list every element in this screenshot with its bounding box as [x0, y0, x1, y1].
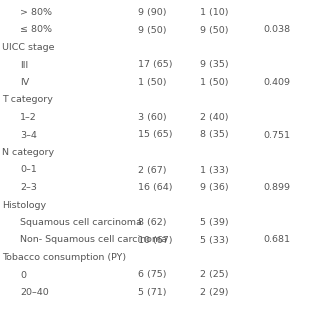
Text: Squamous cell carcinoma: Squamous cell carcinoma [20, 218, 142, 227]
Text: 0.751: 0.751 [263, 131, 290, 140]
Text: IV: IV [20, 78, 29, 87]
Text: Histology: Histology [2, 201, 46, 210]
Text: 9 (50): 9 (50) [200, 26, 228, 35]
Text: 2 (40): 2 (40) [200, 113, 228, 122]
Text: 6 (75): 6 (75) [138, 270, 166, 279]
Text: 15 (65): 15 (65) [138, 131, 172, 140]
Text: 1 (33): 1 (33) [200, 165, 229, 174]
Text: N category: N category [2, 148, 54, 157]
Text: 2 (29): 2 (29) [200, 288, 228, 297]
Text: T category: T category [2, 95, 53, 105]
Text: 0.899: 0.899 [263, 183, 290, 192]
Text: 0.681: 0.681 [263, 236, 290, 244]
Text: 0–1: 0–1 [20, 165, 37, 174]
Text: Tobacco consumption (PY): Tobacco consumption (PY) [2, 253, 126, 262]
Text: 3–4: 3–4 [20, 131, 37, 140]
Text: 16 (64): 16 (64) [138, 183, 172, 192]
Text: 1–2: 1–2 [20, 113, 37, 122]
Text: 8 (62): 8 (62) [138, 218, 166, 227]
Text: 9 (35): 9 (35) [200, 60, 228, 69]
Text: > 80%: > 80% [20, 8, 52, 17]
Text: 17 (65): 17 (65) [138, 60, 172, 69]
Text: 2 (25): 2 (25) [200, 270, 228, 279]
Text: III: III [20, 60, 28, 69]
Text: UICC stage: UICC stage [2, 43, 54, 52]
Text: 0.038: 0.038 [263, 26, 290, 35]
Text: 0.409: 0.409 [263, 78, 290, 87]
Text: Non- Squamous cell carcinoma: Non- Squamous cell carcinoma [20, 236, 167, 244]
Text: ≤ 80%: ≤ 80% [20, 26, 52, 35]
Text: 9 (50): 9 (50) [138, 26, 166, 35]
Text: 1 (50): 1 (50) [138, 78, 166, 87]
Text: 9 (36): 9 (36) [200, 183, 228, 192]
Text: 9 (90): 9 (90) [138, 8, 166, 17]
Text: 8 (35): 8 (35) [200, 131, 228, 140]
Text: 20–40: 20–40 [20, 288, 49, 297]
Text: 2 (67): 2 (67) [138, 165, 166, 174]
Text: 3 (60): 3 (60) [138, 113, 167, 122]
Text: 5 (39): 5 (39) [200, 218, 228, 227]
Text: 1 (50): 1 (50) [200, 78, 228, 87]
Text: 1 (10): 1 (10) [200, 8, 228, 17]
Text: 2–3: 2–3 [20, 183, 37, 192]
Text: 0: 0 [20, 270, 26, 279]
Text: 5 (33): 5 (33) [200, 236, 229, 244]
Text: 10 (67): 10 (67) [138, 236, 172, 244]
Text: 5 (71): 5 (71) [138, 288, 166, 297]
